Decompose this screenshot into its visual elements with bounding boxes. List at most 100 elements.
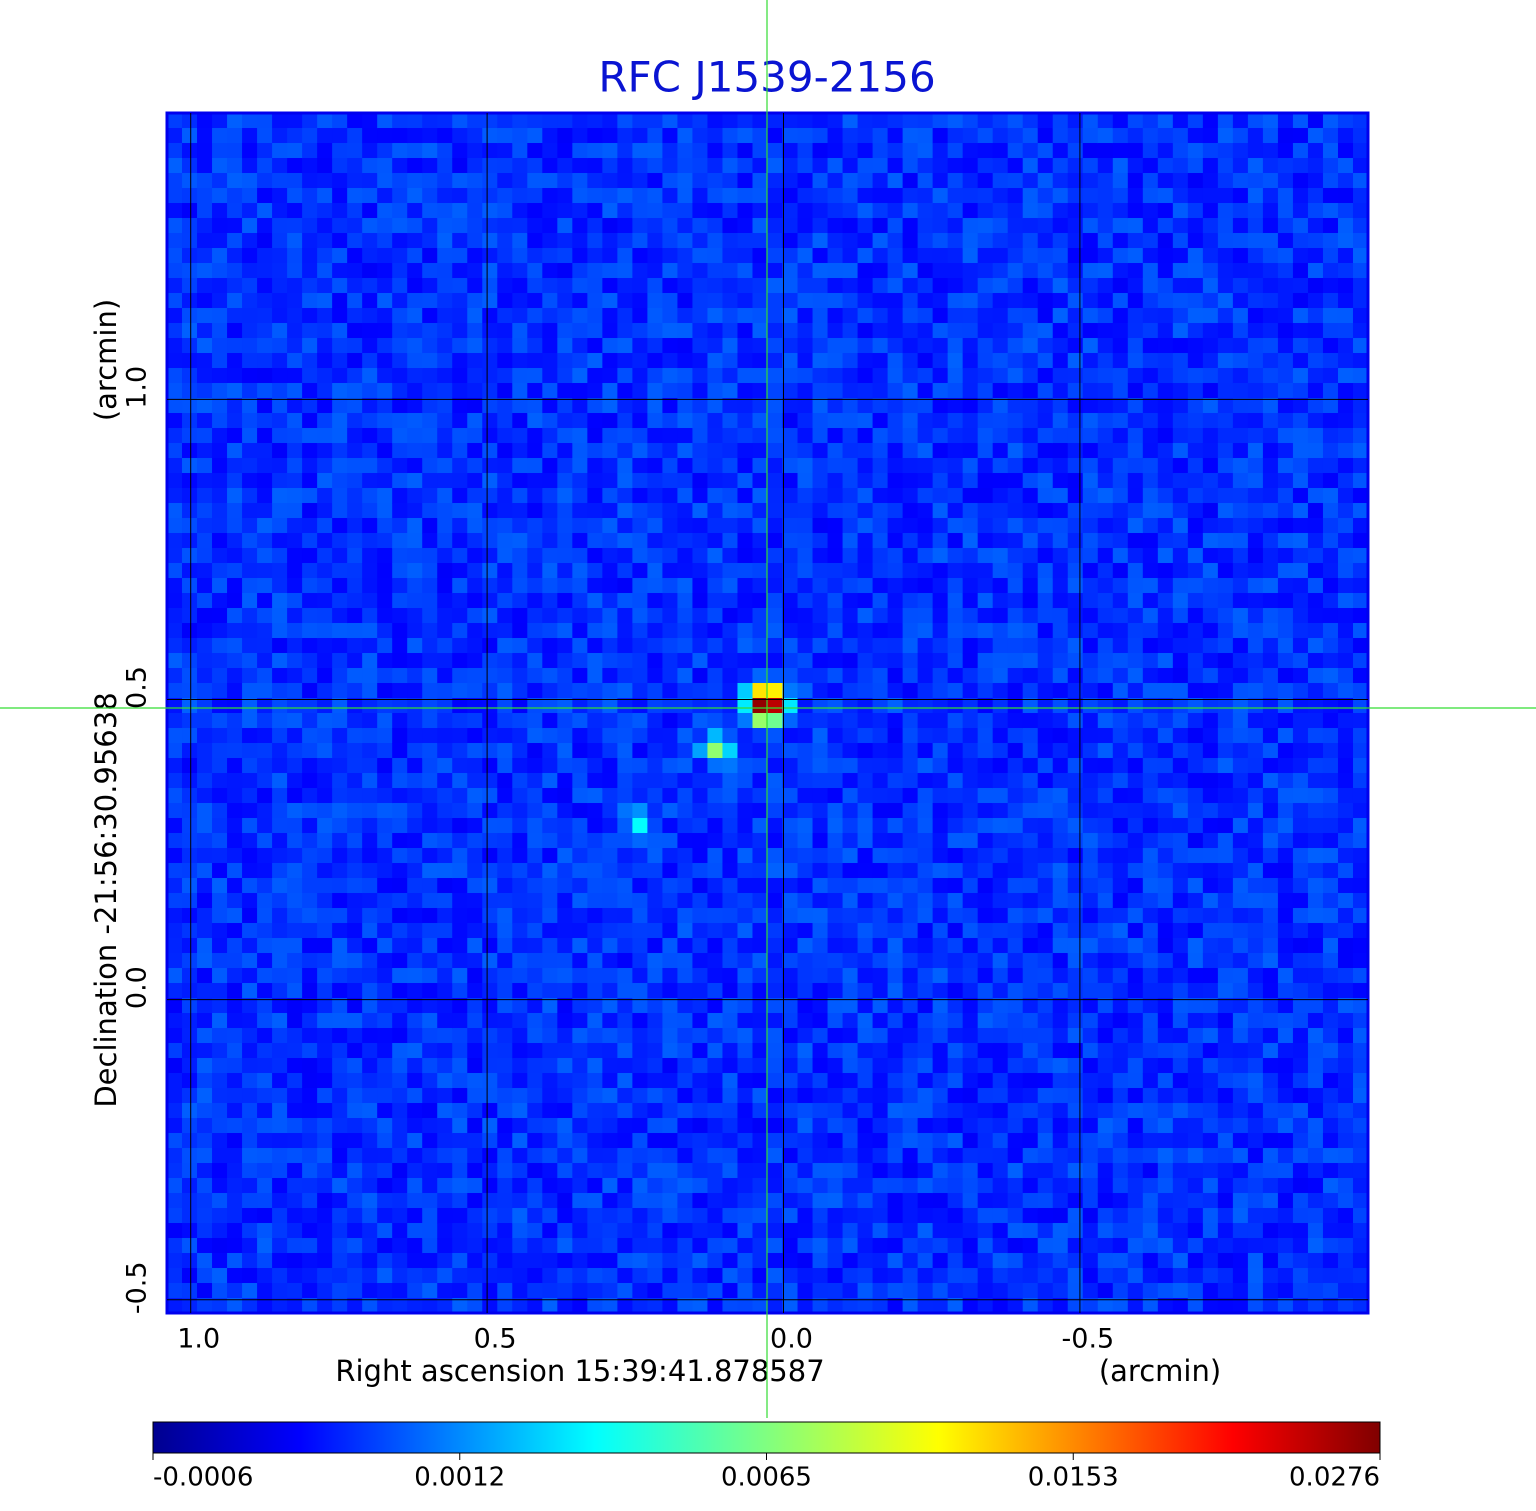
- image-pixel: [737, 1208, 753, 1224]
- image-pixel: [917, 833, 934, 849]
- image-pixel: [512, 893, 528, 909]
- image-pixel: [752, 668, 768, 684]
- image-pixel: [257, 263, 273, 279]
- image-pixel: [992, 293, 1009, 309]
- image-pixel: [587, 803, 603, 819]
- image-pixel: [947, 1268, 964, 1284]
- image-pixel: [1082, 743, 1099, 759]
- image-pixel: [827, 1073, 844, 1089]
- image-pixel: [257, 1178, 273, 1194]
- image-pixel: [167, 278, 183, 294]
- image-pixel: [557, 758, 573, 774]
- image-pixel: [1097, 113, 1114, 129]
- image-pixel: [692, 1268, 708, 1284]
- image-pixel: [827, 1253, 844, 1269]
- image-pixel: [212, 1043, 228, 1059]
- image-pixel: [1022, 1238, 1039, 1254]
- image-pixel: [932, 143, 949, 159]
- image-pixel: [317, 1028, 333, 1044]
- image-pixel: [362, 203, 378, 219]
- image-pixel: [692, 488, 708, 504]
- image-pixel: [1052, 203, 1069, 219]
- image-pixel: [932, 1283, 949, 1299]
- image-pixel: [1082, 608, 1099, 624]
- image-pixel: [317, 743, 333, 759]
- image-pixel: [812, 1298, 829, 1314]
- image-pixel: [962, 803, 979, 819]
- image-pixel: [242, 1133, 258, 1149]
- image-pixel: [1067, 278, 1084, 294]
- image-pixel: [392, 338, 408, 354]
- image-pixel: [602, 113, 618, 129]
- image-pixel: [992, 143, 1009, 159]
- image-pixel: [482, 1193, 498, 1209]
- image-pixel: [332, 998, 348, 1014]
- image-pixel: [662, 413, 678, 429]
- image-pixel: [332, 188, 348, 204]
- image-pixel: [902, 683, 919, 699]
- image-pixel: [722, 1163, 738, 1179]
- image-pixel: [782, 548, 799, 564]
- image-pixel: [512, 743, 528, 759]
- image-pixel: [752, 998, 768, 1014]
- image-pixel: [227, 1118, 243, 1134]
- image-pixel: [1052, 743, 1069, 759]
- image-pixel: [257, 608, 273, 624]
- image-pixel: [347, 143, 363, 159]
- image-pixel: [212, 908, 228, 924]
- image-pixel: [857, 293, 874, 309]
- image-pixel: [857, 518, 874, 534]
- image-pixel: [827, 878, 844, 894]
- image-pixel: [932, 1058, 949, 1074]
- image-pixel: [512, 563, 528, 579]
- image-pixel: [557, 1163, 573, 1179]
- image-pixel: [497, 908, 513, 924]
- image-pixel: [572, 1208, 588, 1224]
- image-pixel: [1052, 1238, 1069, 1254]
- image-pixel: [512, 1073, 528, 1089]
- image-pixel: [767, 608, 784, 624]
- image-pixel: [1037, 173, 1054, 189]
- image-pixel: [1097, 518, 1114, 534]
- image-pixel: [1052, 1028, 1069, 1044]
- image-pixel: [512, 833, 528, 849]
- image-pixel: [1037, 893, 1054, 909]
- image-pixel: [977, 923, 994, 939]
- image-pixel: [767, 1133, 784, 1149]
- image-pixel: [812, 128, 829, 144]
- image-pixel: [437, 1178, 453, 1194]
- image-pixel: [1097, 338, 1114, 354]
- image-pixel: [437, 953, 453, 969]
- image-pixel: [272, 278, 288, 294]
- image-pixel: [992, 578, 1009, 594]
- image-pixel: [992, 1028, 1009, 1044]
- image-pixel: [182, 1043, 198, 1059]
- image-pixel: [767, 698, 784, 714]
- image-pixel: [692, 113, 708, 129]
- image-pixel: [377, 878, 393, 894]
- image-pixel: [302, 923, 318, 939]
- image-pixel: [587, 668, 603, 684]
- image-pixel: [422, 593, 438, 609]
- image-pixel: [782, 698, 799, 714]
- image-pixel: [902, 638, 919, 654]
- image-pixel: [632, 728, 648, 744]
- image-pixel: [647, 218, 663, 234]
- image-pixel: [842, 1178, 859, 1194]
- image-pixel: [827, 698, 844, 714]
- image-pixel: [212, 833, 228, 849]
- image-pixel: [1097, 248, 1114, 264]
- image-pixel: [437, 1238, 453, 1254]
- image-pixel: [422, 638, 438, 654]
- image-pixel: [407, 848, 423, 864]
- image-pixel: [347, 548, 363, 564]
- image-pixel: [782, 488, 799, 504]
- image-pixel: [602, 458, 618, 474]
- image-pixel: [422, 1193, 438, 1209]
- image-pixel: [902, 1283, 919, 1299]
- image-pixel: [602, 878, 618, 894]
- image-pixel: [287, 1193, 303, 1209]
- image-pixel: [182, 473, 198, 489]
- image-pixel: [992, 533, 1009, 549]
- image-pixel: [587, 578, 603, 594]
